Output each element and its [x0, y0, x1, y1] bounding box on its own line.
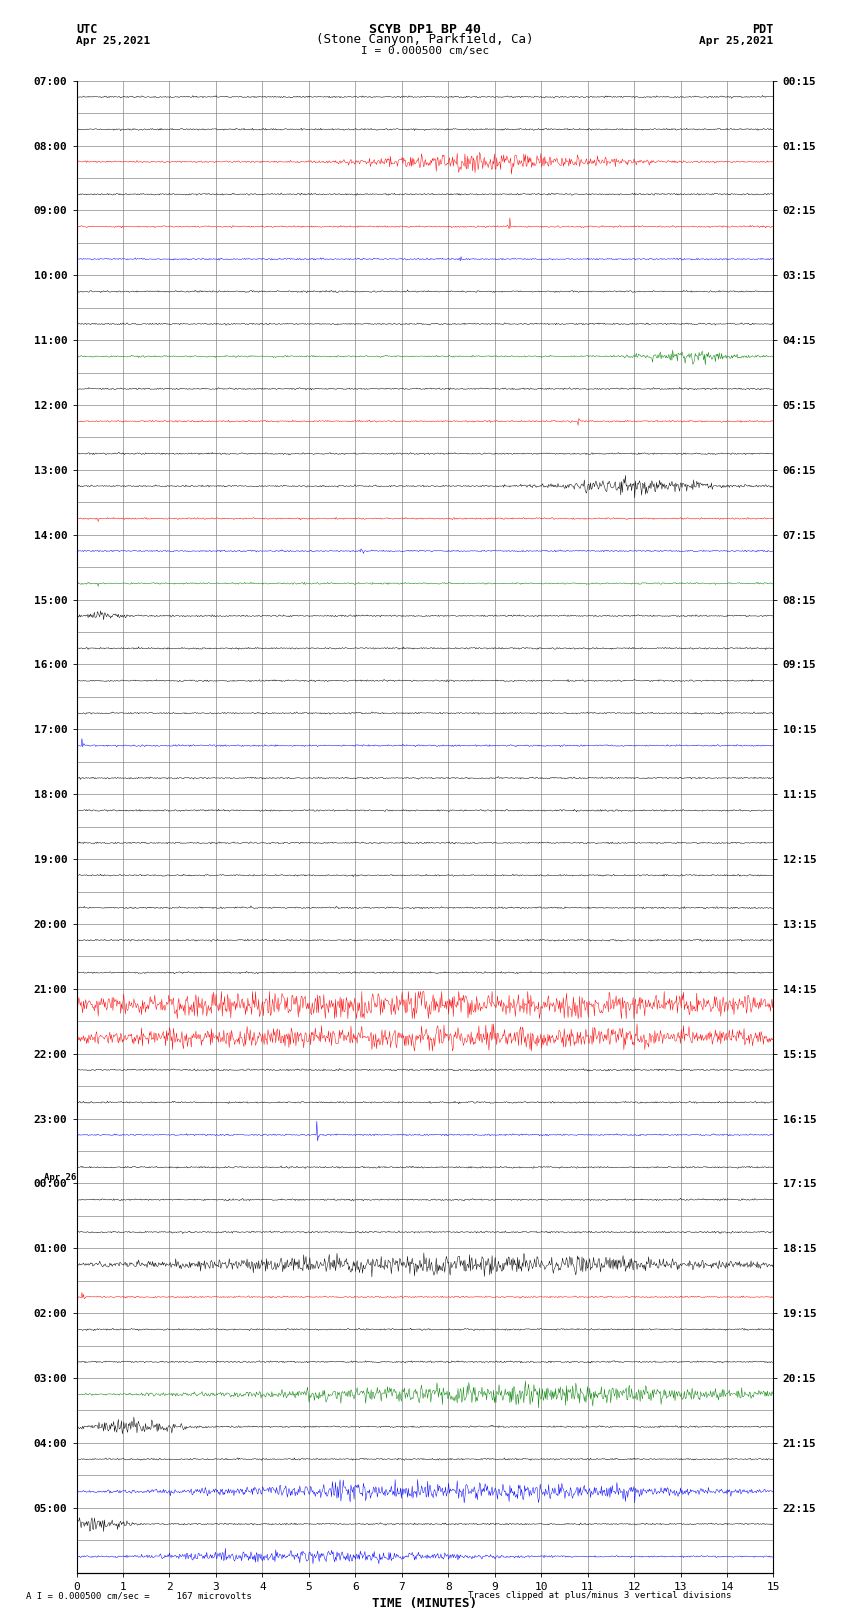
- Text: I = 0.000500 cm/sec: I = 0.000500 cm/sec: [361, 45, 489, 56]
- Text: (Stone Canyon, Parkfield, Ca): (Stone Canyon, Parkfield, Ca): [316, 32, 534, 45]
- X-axis label: TIME (MINUTES): TIME (MINUTES): [372, 1597, 478, 1610]
- Text: Apr 25,2021: Apr 25,2021: [76, 35, 150, 45]
- Text: SCYB DP1 BP 40: SCYB DP1 BP 40: [369, 23, 481, 37]
- Text: PDT: PDT: [752, 23, 774, 37]
- Text: Apr 25,2021: Apr 25,2021: [700, 35, 774, 45]
- Text: Traces clipped at plus/minus 3 vertical divisions: Traces clipped at plus/minus 3 vertical …: [468, 1590, 731, 1600]
- Text: UTC: UTC: [76, 23, 98, 37]
- Text: Apr 26: Apr 26: [44, 1173, 76, 1182]
- Text: A I = 0.000500 cm/sec =     167 microvolts: A I = 0.000500 cm/sec = 167 microvolts: [26, 1590, 252, 1600]
